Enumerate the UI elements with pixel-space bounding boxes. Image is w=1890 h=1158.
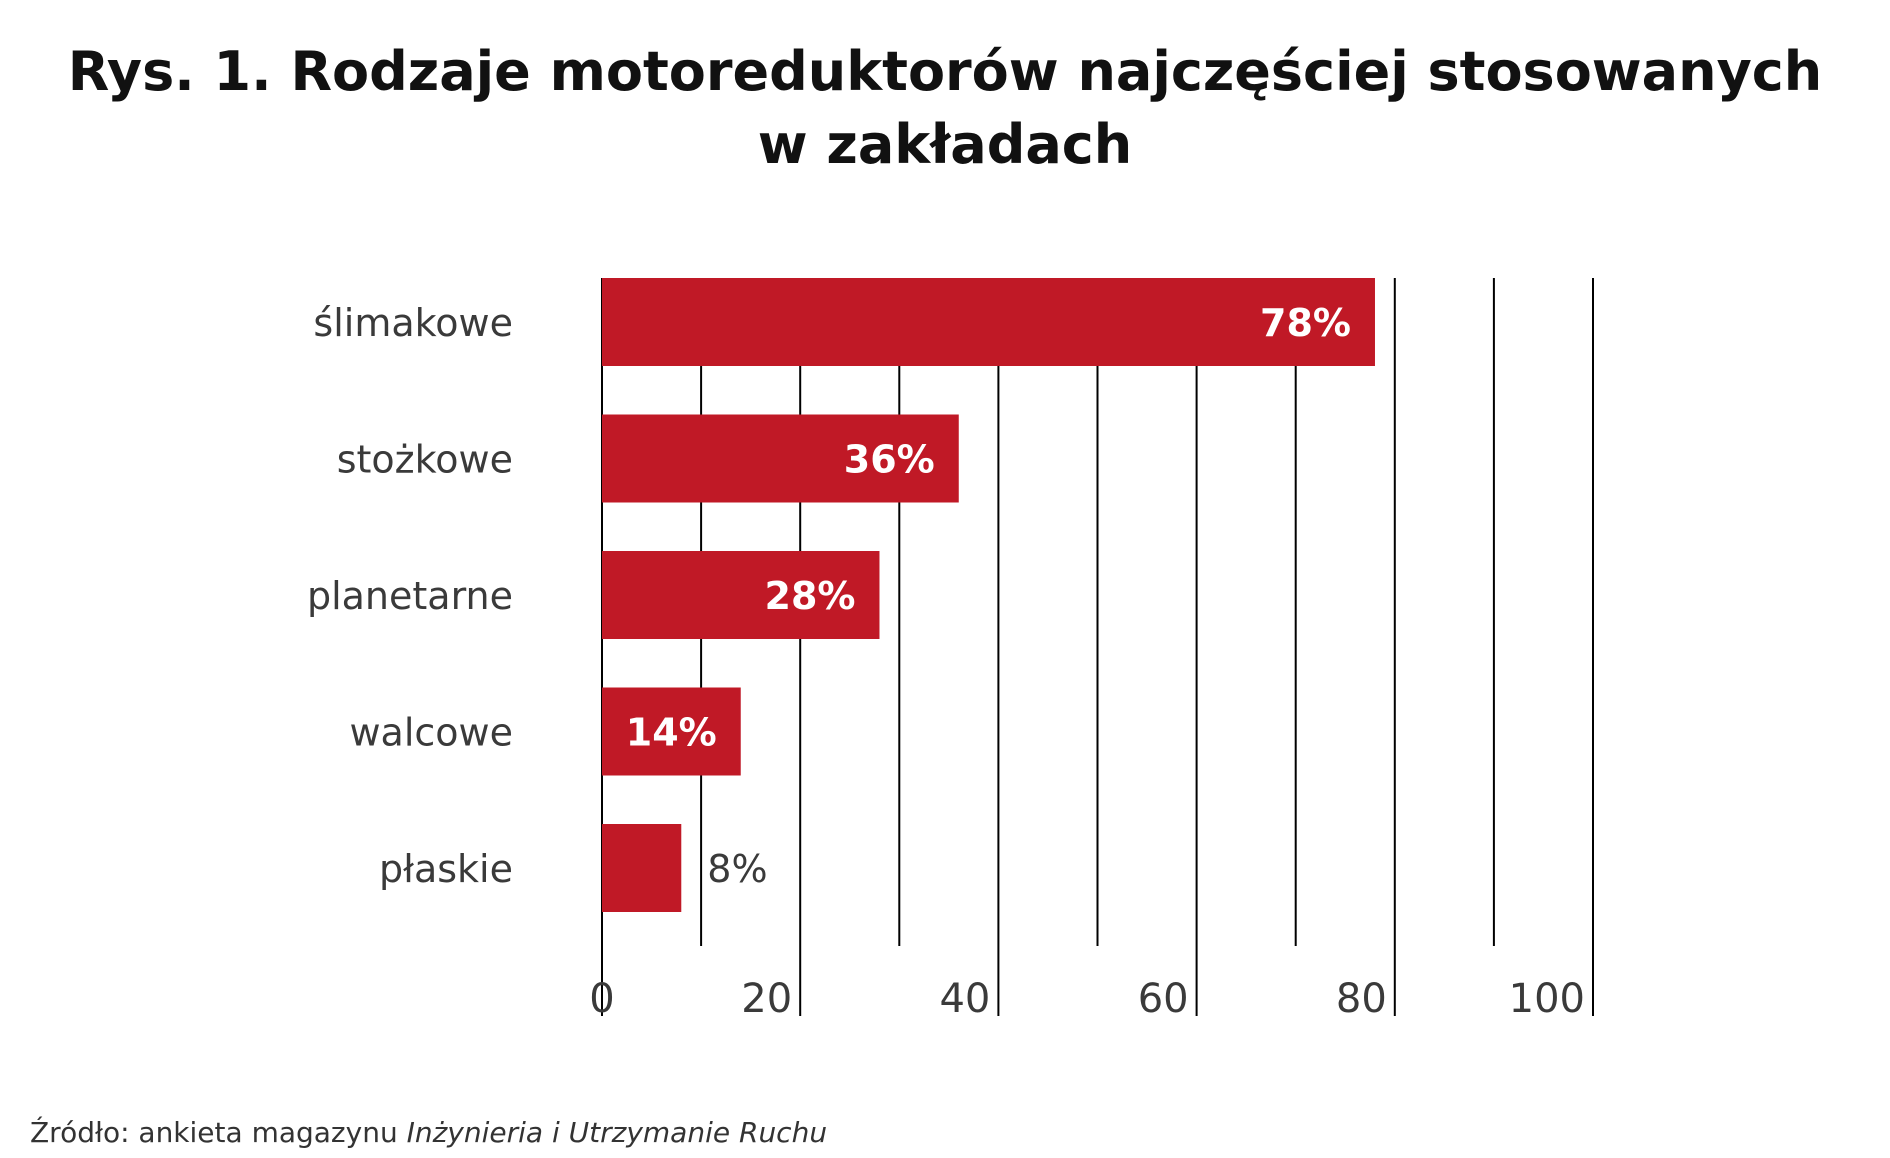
category-label-2: planetarne <box>307 574 513 618</box>
x-tick-label-100: 100 <box>1509 976 1585 1022</box>
source-publication: Inżynieria i Utrzymanie Ruchu <box>407 1116 827 1149</box>
category-label-3: walcowe <box>349 711 513 755</box>
chart-title: Rys. 1. Rodzaje motoreduktorów najczęści… <box>68 40 1822 176</box>
x-tick-label-80: 80 <box>1336 976 1387 1022</box>
bar-4 <box>602 824 682 912</box>
x-tick-label-0: 0 <box>589 976 614 1022</box>
x-tick-label-20: 20 <box>741 976 792 1022</box>
gridlines <box>601 278 1594 1016</box>
x-tick-label-60: 60 <box>1138 976 1189 1022</box>
category-label-0: ślimakowe <box>313 301 513 345</box>
category-label-4: płaskie <box>379 847 513 891</box>
data-label-2: 28% <box>765 574 856 618</box>
category-label-1: stożkowe <box>337 438 513 482</box>
source-note: Źródło: ankieta magazynu Inżynieria i Ut… <box>30 1115 827 1149</box>
source-prefix: Źródło: ankieta magazynu <box>30 1115 407 1149</box>
bars <box>602 278 1375 912</box>
chart-title-line-2: w zakładach <box>758 113 1133 176</box>
bar-2 <box>602 551 880 639</box>
data-label-1: 36% <box>844 438 935 482</box>
x-tick-label-40: 40 <box>939 976 990 1022</box>
data-label-4: 8% <box>707 847 767 891</box>
bar-1 <box>602 414 959 503</box>
category-labels: ślimakowe stożkowe planetarne walcowe płaski… <box>307 301 513 891</box>
data-labels: 78% 36% 28% 14% 8% <box>626 301 1351 891</box>
x-axis-tick-labels: 0 20 40 60 80 100 <box>589 976 1585 1022</box>
data-label-3: 14% <box>626 711 717 755</box>
chart-title-line-1: Rys. 1. Rodzaje motoreduktorów najczęści… <box>68 40 1822 103</box>
data-label-0: 78% <box>1260 301 1351 345</box>
bar-0 <box>602 278 1375 366</box>
bar-3 <box>602 687 741 776</box>
